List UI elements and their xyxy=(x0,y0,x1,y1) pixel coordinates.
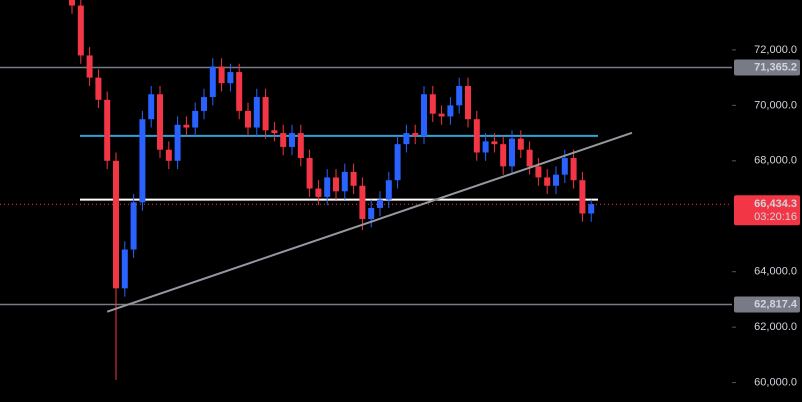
candle-body xyxy=(192,110,199,128)
trendline xyxy=(106,131,633,313)
candle-body xyxy=(482,141,489,153)
candle-body xyxy=(69,0,75,6)
candle-body xyxy=(139,119,146,203)
candle-body xyxy=(227,72,234,84)
candle-body xyxy=(438,113,445,117)
candle-body xyxy=(218,66,225,84)
candle-body xyxy=(429,94,436,114)
last-price-label: 66,434.3 xyxy=(754,198,797,210)
candle-body xyxy=(245,110,251,128)
candle-body xyxy=(491,141,498,145)
candle-body xyxy=(280,133,287,147)
candle-body xyxy=(289,133,295,147)
candle-body xyxy=(509,138,515,167)
candle-body xyxy=(209,66,216,98)
candle-body xyxy=(306,158,313,189)
candle-body xyxy=(104,99,111,161)
candle-body xyxy=(315,188,322,197)
countdown-label: 03:20:16 xyxy=(754,211,797,223)
candle-body xyxy=(456,85,463,106)
candle-body xyxy=(341,171,348,192)
candle-body xyxy=(394,144,401,181)
candle-body xyxy=(333,177,339,192)
candle-body xyxy=(535,166,542,178)
candle-body xyxy=(473,119,480,153)
candle-body xyxy=(385,180,392,200)
level-label-box xyxy=(734,296,800,313)
candle-body xyxy=(324,177,331,197)
candle-body xyxy=(359,185,366,220)
candle-body xyxy=(412,133,419,136)
candle-body xyxy=(236,72,243,111)
candle-body xyxy=(130,202,137,250)
level-label: 71,365.2 xyxy=(754,61,797,73)
candle-body xyxy=(368,207,375,220)
candle-body xyxy=(271,130,278,134)
candle-body xyxy=(517,138,524,150)
candle-body xyxy=(113,160,119,289)
candle-body xyxy=(553,174,559,186)
candle-body xyxy=(148,94,155,120)
candle-body xyxy=(95,77,102,100)
candle-body xyxy=(561,158,568,175)
last-price-box xyxy=(734,195,800,226)
y-tick-label: 70,000.0 xyxy=(754,99,797,111)
level-label-box xyxy=(734,59,800,76)
candle-body xyxy=(421,94,427,136)
candle-body xyxy=(157,94,163,150)
candle-body xyxy=(253,97,260,128)
y-tick-label: 62,000.0 xyxy=(754,321,797,333)
candle-body xyxy=(350,171,357,186)
y-tick-label: 64,000.0 xyxy=(754,266,797,278)
candle-body xyxy=(447,105,454,117)
candle-body xyxy=(588,204,595,214)
candle-body xyxy=(86,55,93,78)
y-tick-label: 60,000.0 xyxy=(754,376,797,388)
y-tick-label: 68,000.0 xyxy=(754,155,797,167)
candle-body xyxy=(174,124,181,161)
candle-body xyxy=(544,177,551,186)
candle-body xyxy=(121,249,128,289)
candle-body xyxy=(403,133,410,145)
candle-body xyxy=(579,180,586,214)
candle-body xyxy=(77,5,84,56)
level-label: 62,817.4 xyxy=(754,298,798,310)
candle-body xyxy=(465,85,471,120)
candle-body xyxy=(526,149,533,167)
y-tick-label: 72,000.0 xyxy=(754,44,797,56)
candle-body xyxy=(500,144,507,167)
candle-body xyxy=(165,149,172,161)
candle-body xyxy=(201,97,207,111)
candle-body xyxy=(297,133,304,159)
candle-body xyxy=(183,124,190,128)
candle-body xyxy=(262,97,269,131)
candle-body xyxy=(570,158,577,181)
